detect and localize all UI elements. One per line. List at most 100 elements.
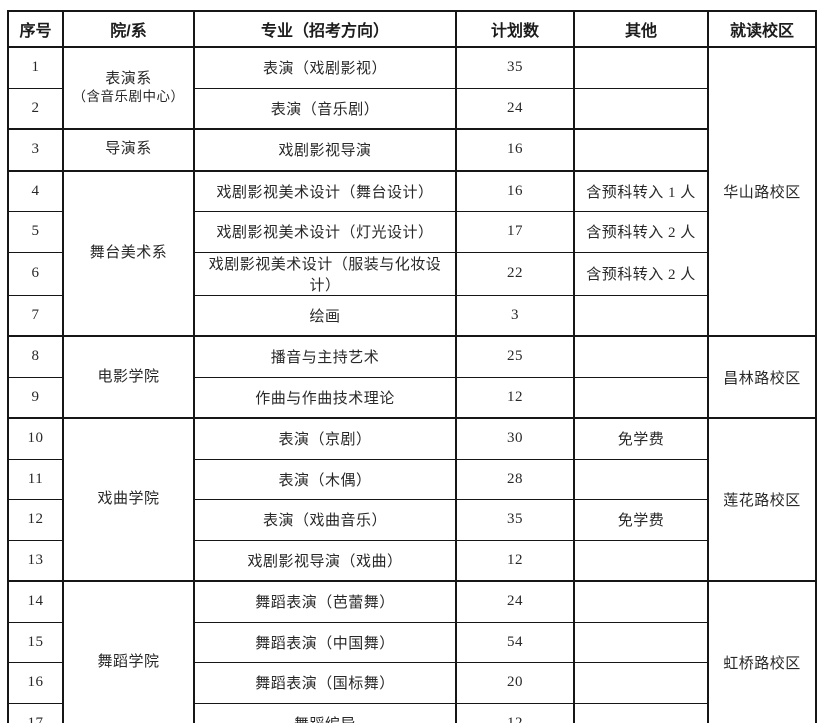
campus-cell: 虹桥路校区 [707,580,817,723]
other-cell [573,294,709,337]
campus-cell: 华山路校区 [707,46,817,337]
plan-count-cell: 20 [455,662,575,704]
plan-count-cell: 16 [455,128,575,171]
major-cell: 表演（京剧） [193,417,457,460]
table-row: 14 舞蹈学院 舞蹈表演（芭蕾舞） 24 虹桥路校区 [7,580,817,723]
department-cell: 电影学院 [62,335,195,419]
table-row: 6 戏剧影视美术设计（服装与化妆设计） 22 含预科转入 2 人 [7,251,816,296]
plan-count-cell: 12 [455,702,575,723]
table-row: 11 表演（木偶） 28 [7,458,816,500]
major-cell: 表演（音乐剧） [193,87,457,130]
table-row: 10 戏曲学院 表演（京剧） 30 免学费 莲花路校区 [7,417,817,582]
major-cell: 作曲与作曲技术理论 [193,376,457,419]
department-cell: 戏曲学院 [62,417,195,582]
table-row: 4 舞台美术系 戏剧影视美术设计（舞台设计） 16 含预科转入 1 人 [7,169,816,337]
department-name: 舞蹈学院 [97,654,160,671]
plan-count-cell: 30 [455,417,575,460]
other-cell [573,580,709,623]
other-cell [573,376,709,419]
table-row: 9 作曲与作曲技术理论 12 [7,376,816,419]
row-number-cell: 16 [7,662,64,704]
other-cell [573,87,709,130]
header-cell-other: 其他 [573,10,709,48]
major-cell: 表演（戏曲音乐） [193,499,457,541]
department-cell: 舞蹈学院 [62,580,195,723]
department-cell: 表演系 （含音乐剧中心） [62,46,195,130]
row-number-cell: 5 [7,211,64,253]
plan-count-cell: 25 [455,335,575,378]
other-cell [573,539,709,582]
plan-count-cell: 28 [455,458,575,500]
department-subtitle: （含音乐剧中心） [72,88,185,104]
department-cell: 舞台美术系 [62,169,195,337]
plan-count-cell: 17 [455,211,575,253]
other-cell [573,662,709,704]
table-row: 5 戏剧影视美术设计（灯光设计） 17 含预科转入 2 人 [7,211,816,253]
major-cell: 戏剧影视美术设计（服装与化妆设计） [193,251,457,296]
major-cell: 戏剧影视导演 [193,128,457,171]
row-number-cell: 14 [7,580,64,623]
plan-count-cell: 35 [455,499,575,541]
department-name: 电影学院 [97,368,160,385]
table-row: 17 舞蹈编导 12 [7,702,816,723]
major-cell: 绘画 [193,294,457,337]
plan-count-cell: 35 [455,46,575,89]
plan-count-cell: 12 [455,376,575,419]
table-row: 3 导演系 戏剧影视导演 16 [7,128,816,171]
row-number-cell: 13 [7,539,64,582]
other-cell [573,335,709,378]
header-cell-plan-count: 计划数 [455,10,575,48]
row-number-cell: 9 [7,376,64,419]
other-cell: 含预科转入 2 人 [573,211,709,253]
campus-cell: 昌林路校区 [707,335,817,419]
plan-count-cell: 16 [455,169,575,212]
header-cell-department: 院/系 [62,10,195,48]
row-number-cell: 8 [7,335,64,378]
major-cell: 舞蹈表演（中国舞） [193,621,457,663]
header-cell-major: 专业（招考方向） [193,10,457,48]
other-cell: 含预科转入 1 人 [573,169,709,212]
plan-count-cell: 54 [455,621,575,663]
header-cell-number: 序号 [7,10,64,48]
other-cell [573,128,709,171]
department-name: 导演系 [105,141,152,158]
plan-count-cell: 22 [455,251,575,296]
row-number-cell: 10 [7,417,64,460]
row-number-cell: 7 [7,294,64,337]
major-cell: 戏剧影视美术设计（灯光设计） [193,211,457,253]
plan-count-cell: 24 [455,87,575,130]
row-number-cell: 6 [7,251,64,296]
table-row: 8 电影学院 播音与主持艺术 25 昌林路校区 [7,335,817,419]
plan-count-cell: 12 [455,539,575,582]
major-cell: 舞蹈编导 [193,702,457,723]
other-cell [573,621,709,663]
admission-plan-table: 序号 院/系 专业（招考方向） 计划数 其他 就读校区 1 表演系 （含音乐剧中… [7,10,817,723]
table-row: 13 戏剧影视导演（戏曲） 12 [7,539,816,582]
major-cell: 戏剧影视美术设计（舞台设计） [193,169,457,212]
row-number-cell: 1 [7,46,64,89]
header-row: 序号 院/系 专业（招考方向） 计划数 其他 就读校区 [7,10,817,48]
row-number-cell: 11 [7,458,64,500]
other-cell [573,46,709,89]
table-row: 1 表演系 （含音乐剧中心） 表演（戏剧影视） 35 华山路校区 [7,46,817,337]
plan-count-cell: 24 [455,580,575,623]
row-number-cell: 17 [7,702,64,723]
major-cell: 戏剧影视导演（戏曲） [193,539,457,582]
plan-count-cell: 3 [455,294,575,337]
other-cell: 免学费 [573,417,709,460]
department-name: 表演系 [105,71,152,88]
major-cell: 舞蹈表演（国标舞） [193,662,457,704]
table-row: 15 舞蹈表演（中国舞） 54 [7,621,816,663]
row-number-cell: 12 [7,499,64,541]
other-cell: 免学费 [573,499,709,541]
other-cell [573,702,709,723]
other-cell: 含预科转入 2 人 [573,251,709,296]
table-row: 16 舞蹈表演（国标舞） 20 [7,662,816,704]
row-number-cell: 4 [7,169,64,212]
other-cell [573,458,709,500]
row-number-cell: 3 [7,128,64,171]
row-number-cell: 2 [7,87,64,130]
header-cell-campus: 就读校区 [707,10,817,48]
row-number-cell: 15 [7,621,64,663]
